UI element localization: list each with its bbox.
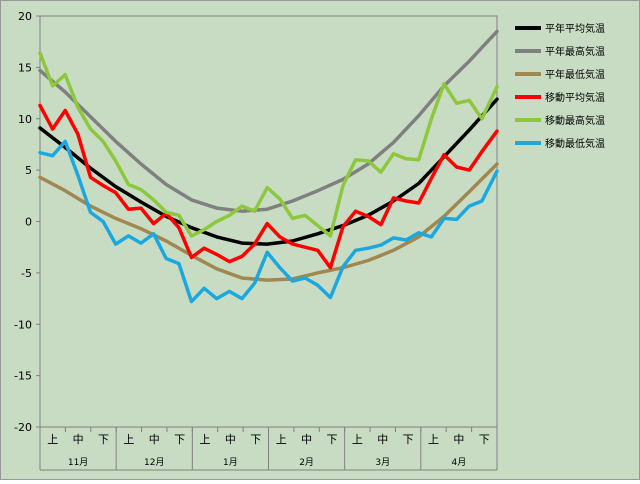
- y-tick-label: 0: [25, 216, 32, 229]
- x-sub-label: 上: [200, 433, 211, 446]
- x-sub-label: 下: [250, 433, 261, 446]
- y-tick-label: 15: [18, 61, 32, 74]
- plot-area: [39, 15, 498, 428]
- x-sub-label: 下: [479, 433, 490, 446]
- legend-label: 移動平均気温: [545, 91, 605, 104]
- x-sub-label: 中: [149, 433, 160, 446]
- x-month-label: 12月: [144, 457, 164, 468]
- series-line-2: [38, 29, 499, 213]
- y-tick-label: -10: [14, 318, 32, 331]
- plot-frame: [39, 15, 498, 428]
- x-sub-label: 上: [428, 433, 439, 446]
- y-tick-label: -5: [21, 267, 32, 280]
- x-sub-label: 下: [403, 433, 414, 446]
- y-tick-label: 5: [25, 164, 32, 177]
- y-tick-label: -20: [14, 421, 32, 434]
- legend-label: 平年最高気温: [545, 45, 605, 58]
- x-month-label: 1月: [223, 457, 238, 468]
- x-month-label: 3月: [375, 457, 390, 468]
- x-sub-label: 中: [73, 433, 84, 446]
- x-sub-label: 上: [123, 433, 134, 446]
- series-line-1: [38, 97, 499, 246]
- series-line-4: [38, 103, 499, 270]
- legend-label: 平年最低気温: [545, 68, 605, 81]
- series-lines: [38, 29, 499, 304]
- x-sub-label: 下: [326, 433, 337, 446]
- y-tick-label: 20: [18, 10, 32, 23]
- x-month-label: 11月: [68, 457, 88, 468]
- x-month-label: 2月: [299, 457, 314, 468]
- x-sub-label: 上: [276, 433, 287, 446]
- y-axis-ticks: -20 -15 -10 -5 0 5 10 15 20: [14, 10, 40, 434]
- y-tick-label: -15: [14, 370, 32, 383]
- y-tick-label: 10: [18, 113, 32, 126]
- x-sub-label: 上: [47, 433, 58, 446]
- series-line-3: [38, 162, 499, 282]
- x-sub-label: 上: [352, 433, 363, 446]
- x-sub-label: 中: [377, 433, 388, 446]
- x-sub-label: 中: [301, 433, 312, 446]
- series-line-6: [38, 139, 499, 304]
- series-line-5: [38, 51, 499, 238]
- legend-label: 移動最高気温: [545, 114, 605, 127]
- x-sub-label: 中: [225, 433, 236, 446]
- x-sub-label: 中: [453, 433, 464, 446]
- x-month-label: 4月: [452, 457, 467, 468]
- legend-label: 平年平均気温: [545, 22, 605, 35]
- x-axis: 上 中 下 上 中 下 上 中 下 上 中 下 上 中 下 上 中 下 11月 12月 1月 2月 3月 4月: [39, 427, 498, 471]
- legend-label: 移動最低気温: [545, 137, 605, 150]
- x-sub-label: 下: [98, 433, 109, 446]
- x-sub-label: 下: [174, 433, 185, 446]
